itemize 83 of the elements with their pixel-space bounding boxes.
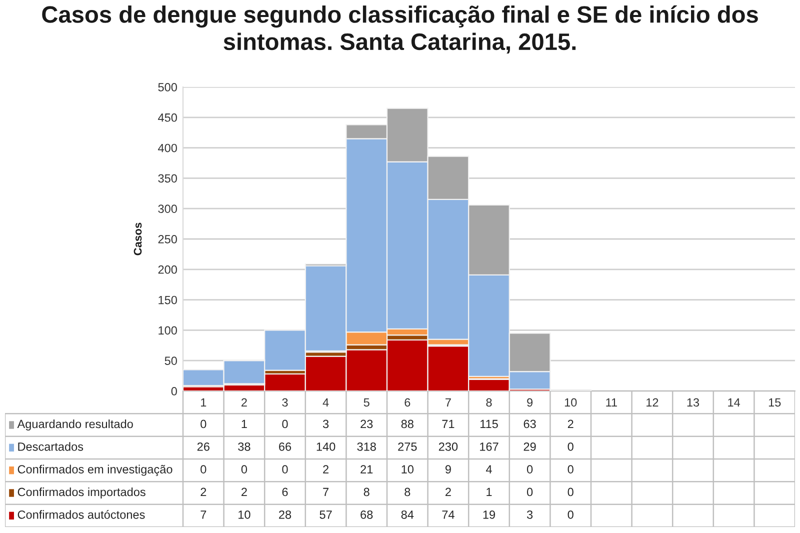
data-label: 3 — [322, 420, 329, 428]
x-tick-label: 11 — [606, 398, 617, 406]
data-label: 26 — [197, 442, 210, 451]
data-label: 0 — [526, 488, 533, 496]
data-label: 29 — [524, 442, 536, 451]
y-tick-label: 250 — [158, 235, 177, 244]
data-label: 2 — [323, 465, 328, 474]
x-tick-label: 1 — [201, 398, 206, 406]
y-tick-label: 50 — [164, 356, 177, 365]
y-tick-label: 100 — [158, 326, 177, 335]
x-tick-label: 9 — [527, 398, 533, 407]
legend-label: Aguardando resultado — [17, 419, 133, 431]
x-tick-label: 6 — [404, 398, 410, 407]
data-label: 2 — [568, 420, 574, 428]
data-label: 10 — [402, 465, 414, 474]
data-label: 275 — [398, 442, 417, 451]
y-tick-label: 350 — [158, 174, 177, 183]
x-tick-label: 14 — [728, 398, 740, 406]
data-label: 0 — [526, 465, 533, 474]
y-tick-label: 0 — [171, 387, 177, 396]
data-label: 0 — [200, 465, 206, 474]
x-tick-label: 2 — [242, 398, 247, 406]
data-label: 167 — [480, 442, 498, 451]
data-label: 19 — [483, 510, 496, 519]
data-label: 3 — [526, 510, 533, 519]
legend-label: Confirmados importados — [18, 487, 146, 499]
data-label: 9 — [445, 465, 451, 474]
data-label: 7 — [200, 510, 206, 519]
data-label: 84 — [401, 510, 414, 519]
x-tick-label: 5 — [364, 398, 370, 407]
data-label: 0 — [568, 442, 574, 451]
data-label: 0 — [568, 488, 574, 496]
x-tick-label: 10 — [564, 398, 577, 407]
x-tick-label: 13 — [687, 398, 700, 407]
data-label: 38 — [238, 442, 250, 451]
data-label: 140 — [316, 442, 336, 451]
data-label: 88 — [401, 420, 414, 428]
legend-label: Descartados — [18, 442, 84, 451]
y-tick-label: 500 — [158, 83, 177, 92]
data-label: 1 — [242, 420, 247, 428]
y-tick-label: 450 — [158, 113, 177, 122]
data-label: 74 — [442, 510, 454, 519]
y-tick-label: 400 — [158, 144, 177, 152]
data-label: 4 — [486, 465, 492, 474]
data-label: 7 — [323, 488, 328, 496]
data-label: 0 — [282, 465, 288, 474]
x-tick-label: 3 — [282, 398, 288, 407]
data-label: 23 — [360, 420, 373, 428]
data-label: 0 — [282, 420, 288, 428]
data-label: 2 — [446, 488, 451, 496]
x-tick-label: 4 — [322, 398, 329, 406]
data-label: 66 — [279, 442, 292, 451]
y-tick-label: 300 — [158, 204, 177, 213]
data-label: 2 — [242, 488, 247, 496]
data-label: 2 — [200, 488, 206, 496]
data-label: 0 — [200, 420, 206, 428]
data-label: 8 — [404, 488, 410, 496]
data-label: 1 — [486, 488, 492, 496]
data-label: 230 — [438, 442, 458, 451]
data-label: 115 — [480, 420, 498, 428]
y-axis-title: Casos — [134, 222, 142, 256]
data-label: 0 — [568, 465, 574, 474]
data-label: 68 — [360, 510, 373, 519]
data-label: 57 — [320, 510, 332, 519]
data-label: 0 — [568, 510, 574, 519]
legend-label: Confirmados autóctones — [18, 510, 145, 519]
y-tick-label: 150 — [158, 296, 177, 304]
data-label: 28 — [279, 510, 292, 519]
legend-label: Confirmados em investigação — [18, 464, 172, 476]
data-label: 10 — [238, 510, 250, 519]
x-tick-label: 7 — [446, 398, 451, 406]
y-tick-label: 200 — [158, 265, 177, 274]
x-tick-label: 8 — [486, 398, 492, 407]
x-tick-label: 15 — [768, 398, 781, 407]
data-label: 318 — [357, 442, 376, 451]
data-label: 6 — [282, 488, 288, 496]
data-label: 21 — [360, 465, 373, 474]
x-tick-label: 12 — [646, 398, 658, 406]
data-label: 0 — [241, 465, 248, 474]
data-label: 8 — [364, 488, 370, 496]
data-label: 63 — [524, 420, 536, 428]
data-label: 71 — [442, 420, 454, 428]
chart-title: Casos de dengue segundo classificação final e SE de início dos sintomas. Santa Catarina, 2015. — [42, 5, 758, 54]
